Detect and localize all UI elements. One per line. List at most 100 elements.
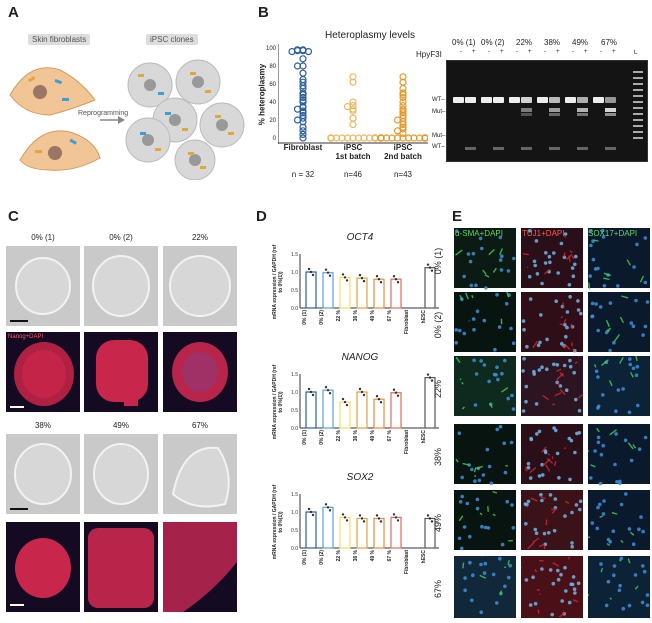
qpcr-replicate-point bbox=[361, 277, 363, 279]
nanog-stain bbox=[163, 332, 237, 412]
gel-band bbox=[549, 147, 560, 150]
qpcr-replicate-point bbox=[346, 279, 348, 281]
c-label-0-1: 0% (1) bbox=[6, 233, 80, 242]
qpcr-xtick: hESC bbox=[421, 430, 427, 460]
stain-label: Nanog+DAPI bbox=[8, 334, 43, 340]
gel-band bbox=[465, 97, 476, 103]
scatter-point bbox=[350, 122, 356, 128]
qpcr-replicate-point bbox=[359, 514, 361, 516]
gel-left-label-wt2: WT– bbox=[432, 144, 445, 150]
nanog-stain bbox=[6, 522, 80, 612]
ladder-label: L bbox=[634, 50, 637, 56]
immunostain-image bbox=[588, 556, 650, 618]
qpcr-ytick: 1.5 bbox=[291, 372, 298, 378]
qpcr-replicate-point bbox=[312, 514, 314, 516]
qpcr-ylabel: mRNA expression / GAPDH (ref to 0%(1)) bbox=[272, 482, 284, 562]
ladder-band bbox=[633, 101, 643, 103]
gel-band bbox=[521, 108, 532, 112]
qpcr-replicate-point bbox=[427, 373, 429, 375]
qpcr-replicate-point bbox=[363, 394, 365, 396]
qpcr-replicate-point bbox=[429, 517, 431, 519]
gel-minus-label: - bbox=[516, 49, 518, 55]
qpcr-replicate-point bbox=[327, 389, 329, 391]
qpcr-replicate-point bbox=[380, 520, 382, 522]
nanog-stain bbox=[163, 522, 237, 612]
qpcr-xtick: Fibroblast bbox=[404, 430, 410, 460]
reprogramming-label: Reprogramming bbox=[78, 110, 128, 117]
qpcr-replicate-point bbox=[344, 276, 346, 278]
qpcr-xtick: 0% (2) bbox=[319, 430, 325, 460]
qpcr-bar-chart: 1.51.00.50.0 bbox=[284, 488, 444, 558]
qpcr-ylabel: mRNA expression / GAPDH (ref to 0%(1)) bbox=[272, 242, 284, 322]
qpcr-replicate-point bbox=[393, 513, 395, 515]
qpcr-replicate-point bbox=[395, 516, 397, 518]
qpcr-replicate-point bbox=[395, 278, 397, 280]
qpcr-replicate-point bbox=[429, 376, 431, 378]
qpcr-replicate-point bbox=[363, 520, 365, 522]
qpcr-replicate-point bbox=[376, 514, 378, 516]
qpcr-ytick: 0.0 bbox=[291, 546, 298, 552]
gel-left-label-wt: WT– bbox=[432, 97, 445, 103]
n-fibroblast: n = 32 bbox=[278, 170, 328, 179]
gel-lane-label: 0% (1) bbox=[452, 38, 476, 47]
qpcr-xtick: 67 % bbox=[387, 550, 393, 580]
immunostain-image bbox=[454, 356, 516, 416]
gel-band bbox=[577, 108, 588, 112]
ytick: 0 bbox=[273, 136, 276, 142]
e-col-label-sox17: SOX17+DAPI bbox=[588, 229, 637, 238]
panel-label-d: D bbox=[256, 208, 267, 225]
ladder-band bbox=[633, 107, 643, 109]
ytick: 100 bbox=[266, 46, 276, 52]
nanog-stain bbox=[84, 332, 158, 412]
qpcr-replicate-point bbox=[395, 392, 397, 394]
qpcr-replicate-point bbox=[312, 274, 314, 276]
qpcr-replicate-point bbox=[397, 519, 399, 521]
ladder-band bbox=[633, 95, 643, 97]
gel-band bbox=[593, 97, 604, 103]
e-row-label: 22% bbox=[433, 371, 443, 407]
scatter-point bbox=[300, 56, 306, 62]
c-label-67: 67% bbox=[163, 421, 237, 430]
qpcr-chart-title: SOX2 bbox=[300, 472, 420, 483]
qpcr-replicate-point bbox=[344, 516, 346, 518]
qpcr-replicate-point bbox=[359, 388, 361, 390]
brightfield-colony bbox=[163, 434, 237, 514]
qpcr-replicate-point bbox=[376, 395, 378, 397]
qpcr-bar bbox=[357, 278, 367, 308]
gel-band bbox=[537, 97, 548, 103]
ytick: 40 bbox=[269, 100, 276, 106]
qpcr-replicate-point bbox=[380, 281, 382, 283]
qpcr-bar bbox=[323, 273, 333, 308]
gel-plus-label: + bbox=[500, 49, 504, 55]
gel-band bbox=[565, 97, 576, 103]
qpcr-replicate-point bbox=[325, 386, 327, 388]
scale-bar bbox=[10, 604, 24, 606]
qpcr-replicate-point bbox=[363, 280, 365, 282]
brightfield-colony bbox=[84, 246, 158, 326]
qpcr-bar bbox=[357, 518, 367, 548]
qpcr-bar bbox=[357, 392, 367, 428]
gel-band bbox=[549, 97, 560, 103]
gel-plus-minus-row: -+-+-+-+-+-+ bbox=[452, 49, 642, 59]
qpcr-xtick: hESC bbox=[421, 550, 427, 580]
gel-band bbox=[605, 147, 616, 150]
immunostain-image bbox=[454, 556, 516, 618]
qpcr-ytick: 0.0 bbox=[291, 306, 298, 312]
qpcr-ytick: 1.0 bbox=[291, 390, 298, 396]
qpcr-bar bbox=[340, 402, 350, 428]
qpcr-bar bbox=[306, 392, 316, 428]
qpcr-xtick: 67 % bbox=[387, 430, 393, 460]
qpcr-replicate-point bbox=[310, 271, 312, 273]
qpcr-replicate-point bbox=[325, 269, 327, 271]
qpcr-ytick: 1.5 bbox=[291, 252, 298, 258]
c-label-49: 49% bbox=[84, 421, 158, 430]
qpcr-xtick: 49 % bbox=[370, 430, 376, 460]
gel-band bbox=[549, 108, 560, 112]
qpcr-ytick: 0.5 bbox=[291, 288, 298, 294]
gel-plus-label: + bbox=[556, 49, 560, 55]
gel-plus-label: + bbox=[584, 49, 588, 55]
qpcr-replicate-point bbox=[312, 394, 314, 396]
qpcr-xtick: 22 % bbox=[336, 430, 342, 460]
qpcr-bar bbox=[374, 518, 384, 548]
